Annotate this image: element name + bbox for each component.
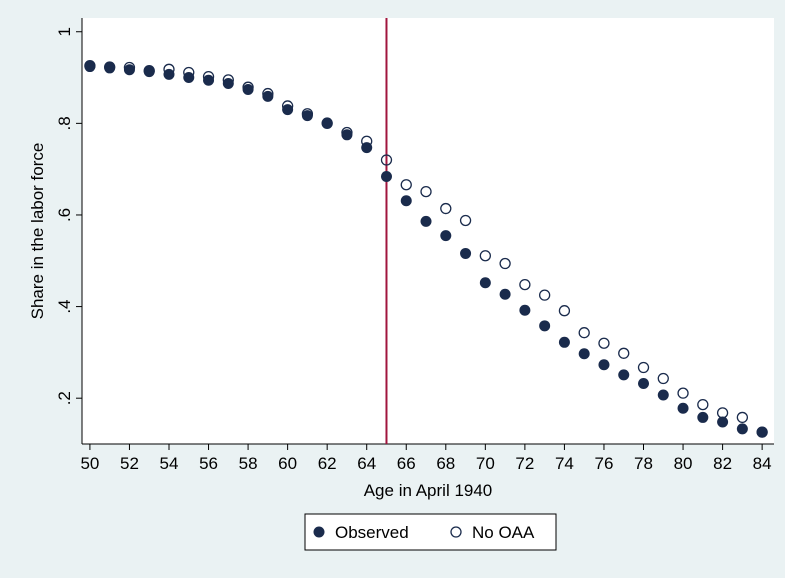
x-tick-label: 66	[397, 454, 416, 473]
x-axis-ticks: 50 52 54 56 58 60 62 64 66 68 70 72 74 76 78 80 82 84	[80, 444, 772, 473]
data-points	[84, 59, 768, 438]
legend-marker-observed	[313, 526, 325, 538]
x-tick-label: 74	[555, 454, 574, 473]
x-tick-label: 62	[318, 454, 337, 473]
point-observed	[479, 277, 491, 289]
x-tick-label: 58	[239, 454, 258, 473]
legend-label-no-oaa: No OAA	[472, 523, 535, 542]
point-observed	[618, 369, 630, 381]
point-no-oaa	[618, 347, 630, 359]
legend-label-observed: Observed	[335, 523, 409, 542]
point-no-oaa	[400, 179, 412, 191]
y-tick-label: .6	[55, 208, 74, 222]
point-observed	[123, 64, 135, 76]
legend-box	[304, 513, 557, 551]
x-tick-label: 80	[674, 454, 693, 473]
point-observed	[539, 320, 551, 332]
point-observed	[756, 426, 768, 438]
point-no-oaa	[736, 411, 749, 424]
y-tick-label: .2	[55, 391, 74, 405]
point-observed	[736, 423, 748, 435]
point-observed	[242, 83, 254, 95]
point-observed	[717, 416, 729, 428]
point-observed	[104, 62, 116, 74]
plot-area	[82, 18, 774, 444]
point-observed	[578, 348, 590, 360]
point-observed	[143, 66, 155, 78]
point-no-oaa	[697, 398, 709, 411]
x-tick-label: 50	[80, 454, 99, 473]
point-observed	[282, 104, 294, 116]
point-no-oaa	[657, 372, 669, 385]
point-no-oaa	[499, 257, 511, 270]
point-observed	[558, 336, 570, 348]
x-tick-label: 54	[160, 454, 179, 473]
legend: Observed No OAA	[304, 513, 557, 551]
y-tick-label: .8	[55, 116, 74, 130]
x-tick-label: 70	[476, 454, 495, 473]
point-observed	[262, 90, 274, 102]
point-observed	[400, 195, 412, 207]
point-no-oaa	[440, 202, 452, 215]
x-tick-label: 64	[357, 454, 376, 473]
y-tick-label: .4	[55, 299, 74, 313]
x-tick-label: 56	[199, 454, 218, 473]
point-no-oaa	[519, 278, 531, 291]
point-no-oaa	[539, 289, 551, 301]
x-tick-label: 78	[634, 454, 653, 473]
point-no-oaa	[479, 250, 491, 262]
x-tick-label: 52	[120, 454, 139, 473]
x-tick-label: 76	[595, 454, 614, 473]
point-no-oaa	[637, 361, 650, 374]
x-tick-label: 72	[515, 454, 534, 473]
y-tick-label: 1	[55, 27, 74, 36]
point-no-oaa	[598, 337, 610, 349]
point-observed	[598, 359, 610, 371]
point-no-oaa	[459, 214, 472, 227]
x-tick-label: 68	[436, 454, 455, 473]
x-axis-title: Age in April 1940	[364, 481, 493, 500]
point-observed	[84, 61, 96, 73]
point-no-oaa	[380, 154, 393, 166]
point-no-oaa	[677, 387, 689, 399]
x-tick-label: 60	[278, 454, 297, 473]
point-observed	[380, 170, 392, 182]
point-observed	[440, 230, 452, 242]
point-observed	[183, 72, 195, 84]
point-observed	[321, 117, 333, 129]
point-observed	[222, 78, 234, 90]
point-observed	[420, 215, 432, 227]
point-observed	[341, 129, 353, 141]
point-observed	[361, 142, 373, 154]
x-tick-label: 82	[713, 454, 732, 473]
point-observed	[638, 378, 650, 390]
point-observed	[697, 411, 709, 423]
point-observed	[657, 389, 669, 401]
point-observed	[499, 288, 511, 300]
point-observed	[163, 68, 175, 80]
y-axis-ticks: .2 .4 .6 .8 1	[55, 27, 82, 405]
point-observed	[203, 74, 215, 86]
point-observed	[519, 304, 531, 316]
legend-marker-no-oaa	[450, 526, 462, 538]
x-tick-label: 84	[753, 454, 772, 473]
point-observed	[301, 110, 313, 122]
point-no-oaa	[558, 305, 571, 317]
point-observed	[460, 247, 472, 259]
point-observed	[677, 402, 689, 414]
y-axis-title: Share in the labor force	[28, 143, 47, 320]
point-no-oaa	[578, 327, 590, 339]
point-no-oaa	[420, 185, 432, 198]
